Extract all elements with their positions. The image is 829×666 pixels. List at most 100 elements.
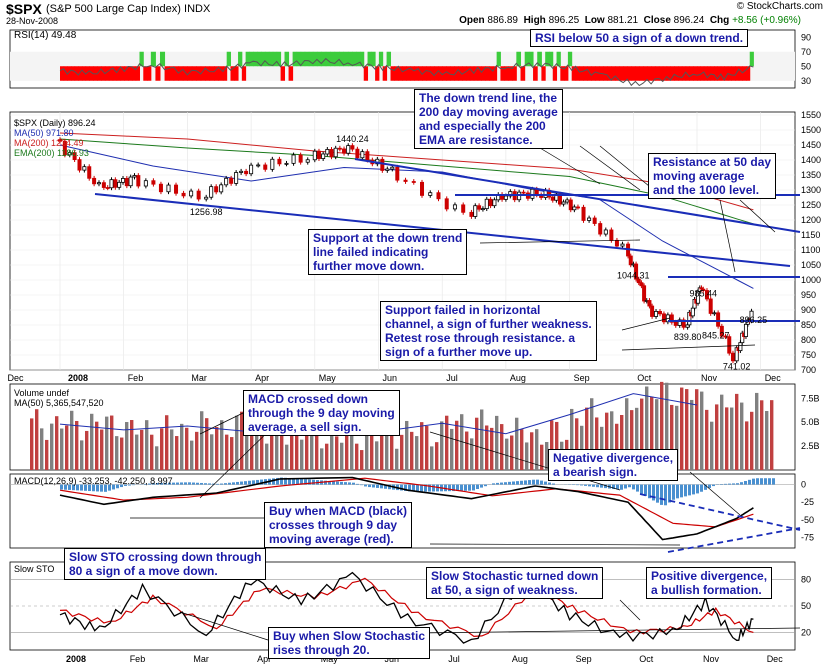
macd-histogram-bar bbox=[84, 484, 87, 491]
volume-bar bbox=[300, 439, 304, 470]
volume-bar bbox=[275, 414, 279, 470]
macd-histogram-bar bbox=[344, 482, 347, 485]
rsi-bar bbox=[422, 66, 427, 81]
price-bar-body bbox=[677, 319, 682, 326]
macd-tick-label: -75 bbox=[801, 532, 814, 542]
rsi-bar bbox=[666, 66, 672, 81]
macd-histogram-bar bbox=[260, 479, 263, 485]
macd-histogram-bar bbox=[628, 484, 631, 488]
volume-bar bbox=[685, 389, 689, 470]
rsi-bar bbox=[469, 66, 475, 81]
macd-histogram-bar bbox=[712, 484, 715, 487]
price-bar-body bbox=[581, 206, 586, 221]
price-tick-label: 1200 bbox=[801, 215, 821, 225]
volume-bar bbox=[195, 431, 199, 470]
rsi-bar bbox=[218, 66, 224, 81]
volume-bar bbox=[630, 410, 634, 470]
rsi-bar bbox=[222, 66, 228, 81]
macd-signal-line bbox=[59, 477, 754, 528]
rsi-bar bbox=[619, 66, 624, 81]
price-bar-body bbox=[117, 181, 122, 188]
volume-bar bbox=[590, 398, 594, 470]
macd-histogram-bar bbox=[692, 484, 695, 495]
macd-histogram-bar bbox=[524, 480, 527, 485]
price-bar-body bbox=[503, 195, 508, 200]
price-bar-body bbox=[708, 298, 713, 314]
bottom-x-tick: Oct bbox=[639, 654, 654, 664]
volume-bar bbox=[270, 428, 274, 470]
rsi-bar bbox=[595, 66, 600, 81]
volume-bar bbox=[615, 423, 619, 470]
macd-histogram-bar bbox=[336, 481, 339, 485]
rsi-bar bbox=[378, 51, 384, 67]
price-bar-body bbox=[477, 205, 482, 210]
macd-histogram-bar bbox=[492, 483, 495, 485]
price-legend-item: $SPX (Daily) 896.24 bbox=[14, 118, 96, 128]
rsi-bar bbox=[720, 66, 725, 81]
volume-bar bbox=[740, 402, 744, 470]
volume-bar bbox=[640, 398, 644, 470]
volume-bar bbox=[455, 420, 459, 470]
volume-bar bbox=[720, 394, 724, 470]
volume-bar bbox=[400, 434, 404, 470]
rsi-bar bbox=[390, 66, 395, 81]
bottom-x-tick: Mar bbox=[193, 654, 209, 664]
volume-bar bbox=[570, 408, 574, 470]
rsi-bar bbox=[524, 51, 530, 67]
bottom-x-tick: Dec bbox=[767, 654, 784, 664]
macd-histogram-bar bbox=[768, 478, 771, 485]
macd-histogram-bar bbox=[772, 478, 775, 485]
macd-histogram-bar bbox=[72, 484, 75, 491]
volume-tick-label: 5.0B bbox=[801, 417, 820, 427]
macd-histogram-bar bbox=[460, 484, 463, 491]
volume-bar bbox=[40, 428, 44, 470]
bottom-x-tick: May bbox=[321, 654, 339, 664]
volume-bar bbox=[480, 409, 484, 470]
price-bar-body bbox=[712, 312, 717, 315]
price-bar-body bbox=[661, 313, 666, 323]
annotation-positive-divergence: Positive divergence, a bullish formation. bbox=[646, 567, 773, 599]
rsi-bar bbox=[703, 66, 708, 81]
price-bar-body bbox=[239, 170, 244, 173]
price-bar-body bbox=[360, 151, 365, 159]
volume-bar bbox=[545, 442, 549, 470]
volume-bar bbox=[170, 429, 174, 470]
bottom-x-tick: Apr bbox=[257, 654, 271, 664]
macd-histogram-bar bbox=[656, 484, 659, 503]
macd-histogram-bar bbox=[412, 484, 415, 492]
price-bar-body bbox=[452, 204, 457, 210]
price-bar-body bbox=[592, 217, 597, 224]
macd-histogram-bar bbox=[348, 482, 351, 485]
macd-histogram-bar bbox=[604, 484, 607, 489]
volume-bar bbox=[520, 429, 524, 470]
price-x-tick: Aug bbox=[510, 373, 526, 383]
rsi-bar bbox=[325, 51, 331, 67]
price-x-tick: Jun bbox=[383, 373, 398, 383]
annotation-sto-buy: Buy when Slow Stochastic rises through 20… bbox=[268, 627, 431, 659]
price-bar-body bbox=[204, 196, 209, 200]
price-bar-body bbox=[403, 179, 408, 182]
macd-histogram-bar bbox=[436, 484, 439, 492]
rsi-bar bbox=[541, 66, 546, 81]
volume-bar bbox=[765, 410, 769, 470]
rsi-bar bbox=[60, 66, 65, 81]
price-bar-body bbox=[67, 152, 72, 156]
volume-bar bbox=[515, 417, 519, 470]
volume-bar bbox=[580, 425, 584, 470]
volume-bar bbox=[175, 436, 179, 470]
macd-histogram-bar bbox=[652, 484, 655, 501]
macd-histogram-bar bbox=[96, 484, 99, 492]
volume-bar bbox=[445, 415, 449, 470]
rsi-bar bbox=[492, 66, 498, 81]
rsi-bar bbox=[552, 66, 558, 81]
price-tick-label: 800 bbox=[801, 335, 816, 345]
price-bar-body bbox=[484, 198, 489, 210]
price-bar-body bbox=[480, 208, 485, 211]
price-bar-body bbox=[284, 162, 289, 165]
macd-histogram-bar bbox=[180, 482, 183, 485]
volume-bar bbox=[735, 393, 739, 470]
rsi-bar bbox=[234, 66, 239, 81]
rsi-bar bbox=[308, 51, 314, 67]
macd-histogram-bar bbox=[152, 483, 155, 485]
price-bar-body bbox=[355, 148, 360, 159]
